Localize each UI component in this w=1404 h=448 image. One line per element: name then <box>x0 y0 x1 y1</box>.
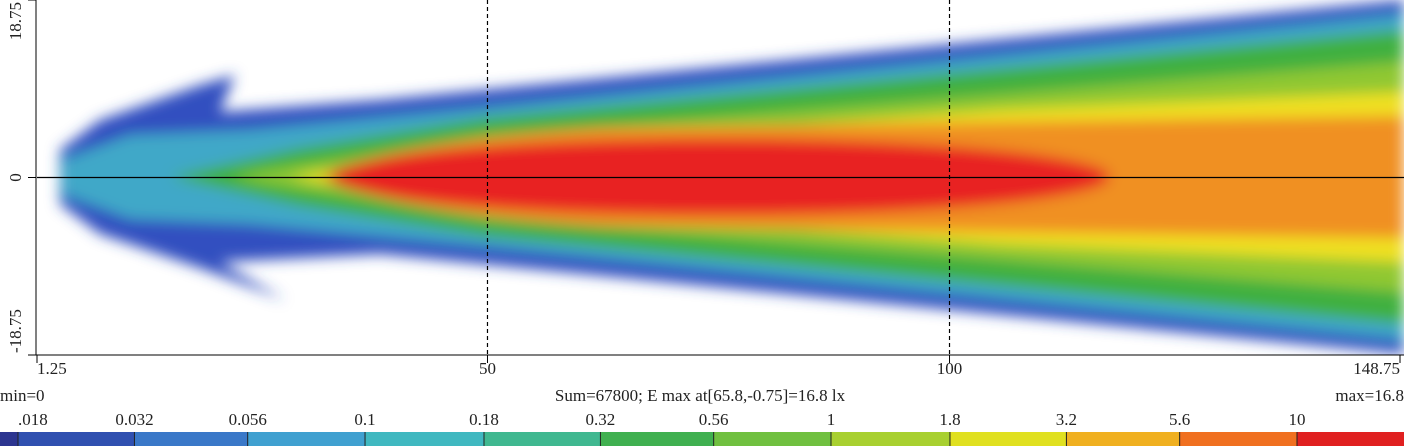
colorbar-label: 0.32 <box>586 410 616 429</box>
summary: Sum=67800; E max at[65.8,-0.75]=16.8 lx <box>555 386 846 405</box>
colorbar-segment <box>1066 432 1180 446</box>
colorbar-segment <box>134 432 248 446</box>
colorbar-label: 0.18 <box>469 410 499 429</box>
colorbar-label: 0.056 <box>229 410 267 429</box>
colorbar-segment <box>365 432 484 446</box>
colorbar-label: 5.6 <box>1169 410 1190 429</box>
colorbar-label: 0.032 <box>115 410 153 429</box>
colorbar-segment <box>831 432 950 446</box>
colorbar-segment <box>949 432 1067 446</box>
x-tick-label: 50 <box>479 359 496 378</box>
x-tick-label: 148.75 <box>1353 359 1400 378</box>
y-tick-label: 18.75 <box>6 2 25 40</box>
colorbar-label: 0.1 <box>354 410 375 429</box>
colorbar-segment <box>0 432 18 446</box>
colorbar-label: 1.8 <box>939 410 960 429</box>
colorbar-label: 1 <box>827 410 836 429</box>
colorbar-label: 10 <box>1289 410 1306 429</box>
colorbar-segment <box>1297 432 1404 446</box>
x-tick-label: 1.25 <box>37 359 67 378</box>
colorbar-label: 3.2 <box>1056 410 1077 429</box>
colorbar-segment <box>713 432 832 446</box>
y-tick-label: -18.75 <box>6 309 25 353</box>
x-tick-label: 100 <box>937 359 963 378</box>
colorbar-segment <box>1179 432 1297 446</box>
max-label: max=16.8 <box>1335 386 1404 405</box>
colorbar-segment <box>247 432 366 446</box>
colorbar-segment <box>18 432 135 446</box>
colorbar-label: 0.56 <box>699 410 729 429</box>
min-label: min=0 <box>0 386 45 405</box>
colorbar-segment <box>600 432 714 446</box>
y-tick-label: 0 <box>6 173 25 182</box>
colorbar-label: .018 <box>18 410 48 429</box>
colorbar-segment <box>483 432 601 446</box>
